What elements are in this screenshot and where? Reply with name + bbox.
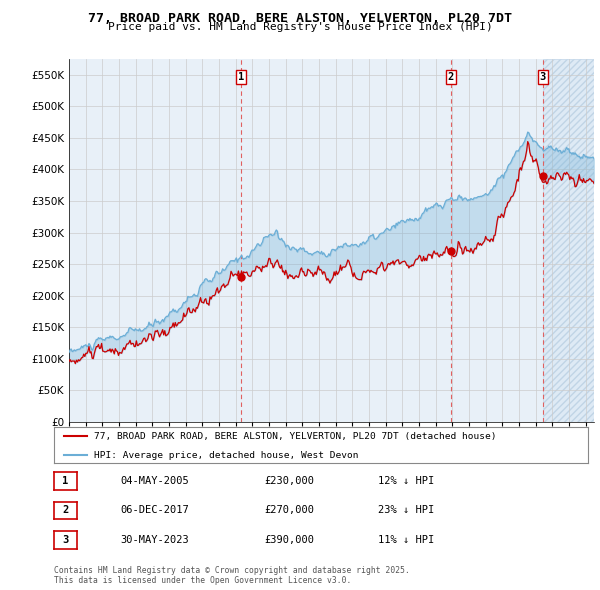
Text: 30-MAY-2023: 30-MAY-2023 <box>120 535 189 545</box>
Text: 3: 3 <box>62 535 68 545</box>
Text: 2: 2 <box>62 506 68 515</box>
Text: 23% ↓ HPI: 23% ↓ HPI <box>378 506 434 515</box>
Text: Contains HM Land Registry data © Crown copyright and database right 2025.
This d: Contains HM Land Registry data © Crown c… <box>54 566 410 585</box>
Text: 77, BROAD PARK ROAD, BERE ALSTON, YELVERTON, PL20 7DT (detached house): 77, BROAD PARK ROAD, BERE ALSTON, YELVER… <box>94 432 496 441</box>
Text: £390,000: £390,000 <box>264 535 314 545</box>
Text: 04-MAY-2005: 04-MAY-2005 <box>120 476 189 486</box>
Text: 1: 1 <box>62 476 68 486</box>
Text: 3: 3 <box>539 72 545 81</box>
Text: HPI: Average price, detached house, West Devon: HPI: Average price, detached house, West… <box>94 451 358 460</box>
Text: Price paid vs. HM Land Registry's House Price Index (HPI): Price paid vs. HM Land Registry's House … <box>107 22 493 32</box>
Text: £230,000: £230,000 <box>264 476 314 486</box>
Text: £270,000: £270,000 <box>264 506 314 515</box>
Text: 2: 2 <box>448 72 454 81</box>
Text: 1: 1 <box>238 72 244 81</box>
Text: 06-DEC-2017: 06-DEC-2017 <box>120 506 189 515</box>
Text: 77, BROAD PARK ROAD, BERE ALSTON, YELVERTON, PL20 7DT: 77, BROAD PARK ROAD, BERE ALSTON, YELVER… <box>88 12 512 25</box>
Text: 12% ↓ HPI: 12% ↓ HPI <box>378 476 434 486</box>
Text: 11% ↓ HPI: 11% ↓ HPI <box>378 535 434 545</box>
